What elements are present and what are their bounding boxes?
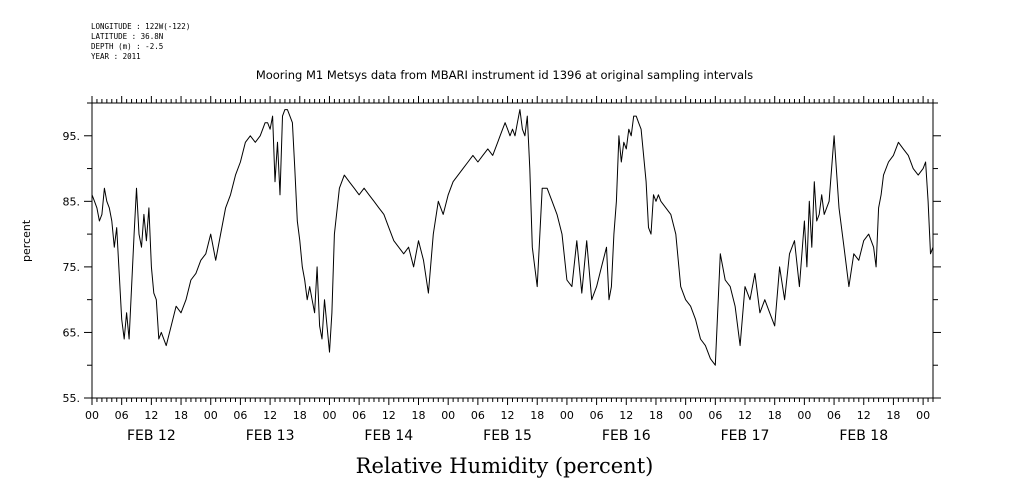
x-hour-tick-label: 18	[293, 409, 307, 422]
x-hour-tick-label: 00	[916, 409, 930, 422]
x-hour-tick-label: 18	[174, 409, 188, 422]
depth-line: DEPTH (m) : -2.5	[91, 42, 164, 51]
x-day-label: FEB 18	[839, 428, 888, 444]
y-tick-label: 85.	[63, 195, 81, 208]
year-line: YEAR : 2011	[91, 52, 141, 61]
y-tick-label: 75.	[63, 261, 81, 274]
x-hour-tick-label: 12	[857, 409, 871, 422]
chart-ticks	[84, 96, 941, 405]
humidity-series-line	[91, 109, 934, 366]
x-day-label: FEB 15	[483, 428, 532, 444]
x-hour-tick-label: 12	[382, 409, 396, 422]
x-hour-tick-label: 06	[352, 409, 366, 422]
y-tick-label: 95.	[63, 130, 81, 143]
x-hour-tick-label: 12	[619, 409, 633, 422]
x-axis-title: Relative Humidity (percent)	[355, 454, 654, 478]
x-hour-tick-label: 06	[233, 409, 247, 422]
x-hour-tick-label: 18	[412, 409, 426, 422]
x-hour-tick-label: 06	[827, 409, 841, 422]
x-hour-tick-label: 00	[85, 409, 99, 422]
x-hour-tick-label: 00	[204, 409, 218, 422]
chart-tick-labels: 00 06 12 18 00 06 12 18 00 06 12 18 00 06 12 18 00 06 12 18…	[63, 130, 931, 444]
dataset-metadata: LONGITUDE : 122W(-122) LATITUDE : 36.8N …	[91, 22, 190, 62]
x-hour-tick-label: 06	[115, 409, 129, 422]
chart-title: Mooring M1 Metsys data from MBARI instru…	[255, 68, 754, 82]
latitude-line: LATITUDE : 36.8N	[91, 32, 164, 41]
x-hour-tick-label: 00	[679, 409, 693, 422]
x-day-label: FEB 16	[602, 428, 651, 444]
x-hour-tick-label: 18	[530, 409, 544, 422]
chart-series	[91, 109, 934, 366]
x-hour-tick-label: 12	[144, 409, 158, 422]
x-day-label: FEB 12	[127, 428, 176, 444]
x-hour-tick-label: 12	[501, 409, 515, 422]
x-hour-tick-label: 00	[560, 409, 574, 422]
x-hour-tick-label: 06	[708, 409, 722, 422]
x-day-label: FEB 13	[246, 428, 295, 444]
plot-frame	[91, 102, 934, 399]
x-hour-tick-label: 06	[471, 409, 485, 422]
x-hour-tick-label: 00	[322, 409, 336, 422]
x-hour-tick-label: 12	[738, 409, 752, 422]
x-hour-tick-label: 18	[768, 409, 782, 422]
x-hour-tick-label: 00	[441, 409, 455, 422]
x-hour-tick-label: 18	[886, 409, 900, 422]
x-hour-tick-label: 00	[797, 409, 811, 422]
x-day-label: FEB 17	[721, 428, 770, 444]
y-tick-label: 65.	[63, 326, 81, 339]
y-tick-label: 55.	[63, 392, 81, 405]
x-day-label: FEB 14	[364, 428, 413, 444]
x-hour-tick-label: 18	[649, 409, 663, 422]
chart-axes	[91, 102, 934, 399]
longitude-line: LONGITUDE : 122W(-122)	[91, 22, 191, 31]
x-hour-tick-label: 06	[590, 409, 604, 422]
x-hour-tick-label: 12	[263, 409, 277, 422]
